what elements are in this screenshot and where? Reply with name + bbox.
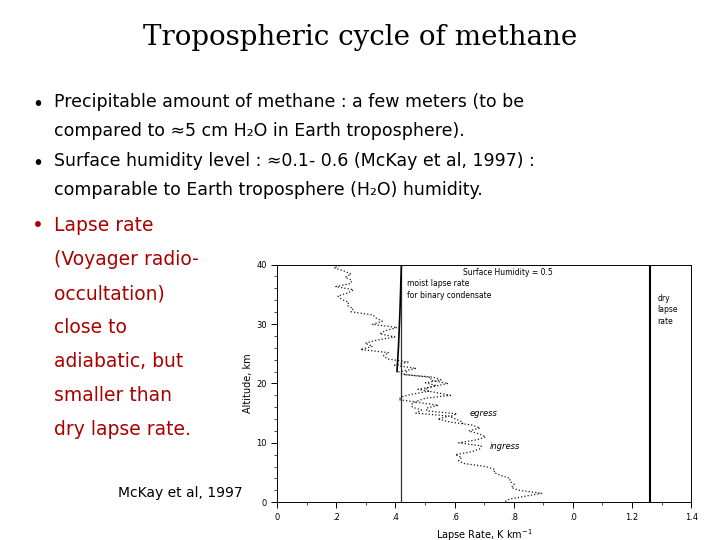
Text: dry
lapse
rate: dry lapse rate [657, 294, 678, 326]
Text: ingress: ingress [490, 442, 521, 451]
Text: comparable to Earth troposphere (H₂O) humidity.: comparable to Earth troposphere (H₂O) hu… [54, 181, 482, 199]
Text: close to: close to [54, 318, 127, 337]
Text: •: • [32, 216, 44, 235]
Text: Tropospheric cycle of methane: Tropospheric cycle of methane [143, 24, 577, 51]
Text: adiabatic, but: adiabatic, but [54, 352, 184, 371]
Text: •: • [32, 154, 43, 173]
Text: moist lapse rate
for binary condensate: moist lapse rate for binary condensate [408, 280, 492, 300]
Text: occultation): occultation) [54, 284, 165, 303]
Text: Precipitable amount of methane : a few meters (to be: Precipitable amount of methane : a few m… [54, 93, 524, 111]
Text: •: • [32, 94, 43, 113]
Text: egress: egress [469, 409, 498, 418]
Text: Lapse rate: Lapse rate [54, 216, 153, 235]
Text: dry lapse rate.: dry lapse rate. [54, 420, 191, 439]
Text: Surface Humidity = 0.5: Surface Humidity = 0.5 [463, 268, 553, 276]
Y-axis label: Altitude, km: Altitude, km [243, 354, 253, 413]
Text: (Voyager radio-: (Voyager radio- [54, 250, 199, 269]
Text: Surface humidity level : ≈0.1- 0.6 (McKay et al, 1997) :: Surface humidity level : ≈0.1- 0.6 (McKa… [54, 152, 535, 170]
X-axis label: Lapse Rate, K km$^{-1}$: Lapse Rate, K km$^{-1}$ [436, 527, 533, 540]
Text: smaller than: smaller than [54, 386, 172, 405]
Text: McKay et al, 1997: McKay et al, 1997 [117, 486, 243, 500]
Text: compared to ≈5 cm H₂O in Earth troposphere).: compared to ≈5 cm H₂O in Earth troposphe… [54, 122, 464, 139]
